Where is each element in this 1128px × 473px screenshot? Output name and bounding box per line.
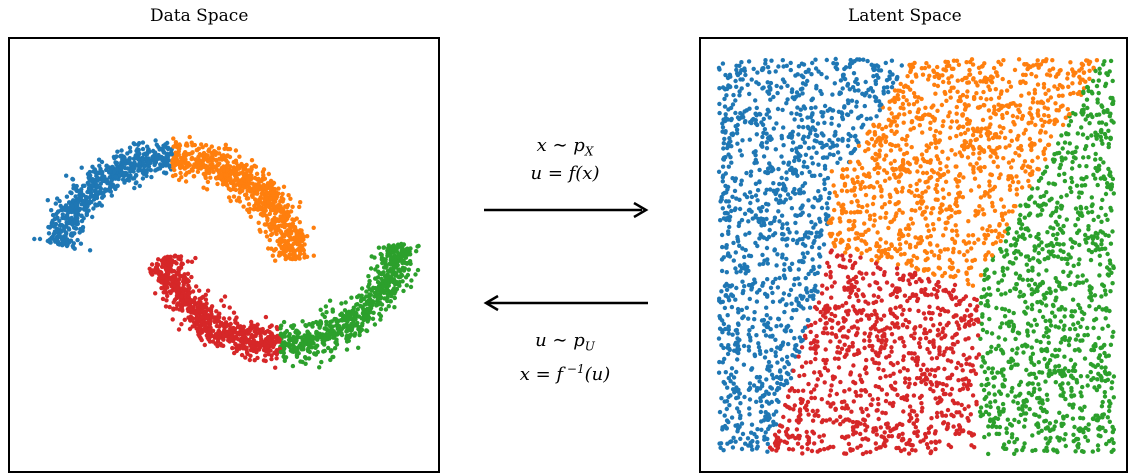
inverse-mapping-post: (u): [584, 363, 611, 385]
data-space-plot: [8, 37, 440, 473]
inverse-sampling-sub: U: [584, 339, 595, 354]
forward-mapping: u = f(x): [530, 162, 600, 184]
forward-arrow: [484, 201, 649, 219]
inverse-arrow: [483, 294, 648, 312]
inverse-mapping-sup: −1: [563, 361, 585, 376]
latent-space-title: Latent Space: [848, 6, 962, 26]
data-space-scatter: [32, 134, 421, 370]
inverse-sampling: u ∼ p: [535, 330, 585, 351]
data-space-title: Data Space: [150, 6, 249, 26]
forward-sampling-sub: X: [584, 144, 594, 159]
forward-sampling: x ∼ p: [536, 135, 585, 156]
inverse-mapping-pre: x = f: [519, 363, 564, 385]
latent-space-scatter: [716, 56, 1117, 457]
inverse-formula: u ∼ pU x = f −1(u): [490, 330, 640, 386]
latent-space-plot: [699, 37, 1128, 473]
forward-formula: x ∼ pX u = f(x): [495, 135, 635, 185]
